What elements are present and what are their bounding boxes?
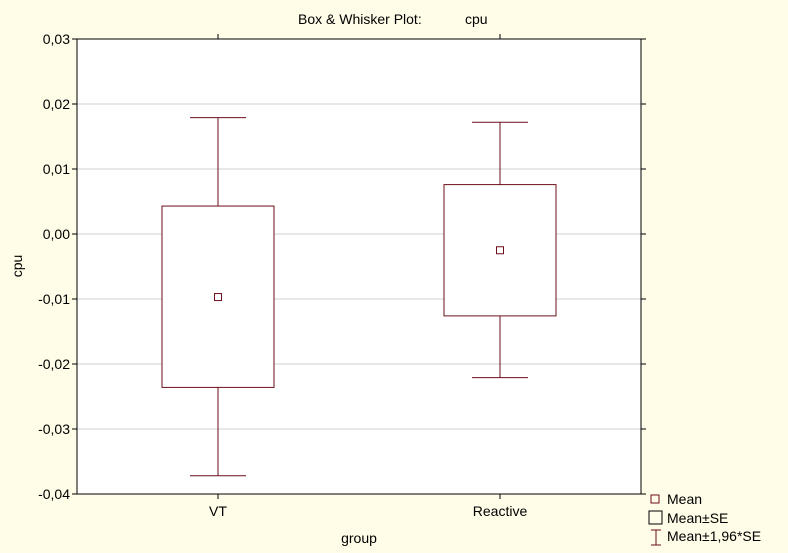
plot-frame [76, 38, 642, 495]
y-tick-label: 0,02 [43, 96, 70, 112]
y-tick-label: 0,01 [43, 161, 70, 177]
x-axis-ticks: VT Reactive [209, 34, 527, 519]
y-tick-label: 0,03 [43, 31, 70, 47]
y-tick-label: -0,03 [38, 421, 70, 437]
se-box [443, 184, 557, 317]
legend-whisker-symbol [651, 529, 661, 546]
x-axis-title: group [341, 530, 377, 546]
se-box [161, 205, 275, 388]
y-tick-label: -0,01 [38, 291, 70, 307]
chart-title-variable: cpu [465, 11, 488, 27]
y-tick-label: -0,04 [38, 486, 70, 502]
y-axis-title: cpu [9, 255, 25, 278]
x-tick-label: VT [209, 503, 227, 519]
y-axis-ticks: 0,03 0,02 0,01 0,00 -0,01 -0,02 -0,03 -0,04 [38, 31, 646, 502]
legend-whisker-label: Mean±1,96*SE [667, 528, 761, 544]
x-tick-label: Reactive [473, 503, 528, 519]
chart-title-prefix: Box & Whisker Plot: [298, 11, 422, 27]
box-series [161, 117, 557, 477]
mean-marker [214, 293, 222, 302]
legend-mean-symbol [650, 494, 660, 504]
mean-marker [496, 246, 504, 255]
legend-box-label: Mean±SE [667, 510, 728, 526]
legend-mean-label: Mean [667, 491, 702, 507]
legend-box-symbol [648, 510, 663, 525]
y-tick-label: -0,02 [38, 356, 70, 372]
y-tick-label: 0,00 [43, 226, 70, 242]
legend: Mean Mean±SE Mean±1,96*SE [648, 491, 761, 546]
